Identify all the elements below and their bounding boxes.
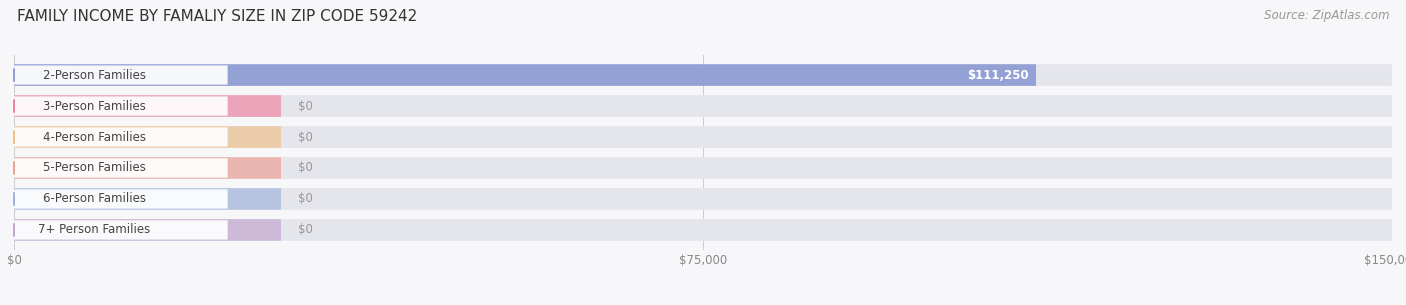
FancyBboxPatch shape	[14, 95, 1392, 117]
FancyBboxPatch shape	[14, 126, 1392, 148]
Text: $0: $0	[298, 99, 312, 113]
FancyBboxPatch shape	[14, 189, 228, 209]
FancyBboxPatch shape	[14, 66, 228, 85]
Text: 3-Person Families: 3-Person Families	[44, 99, 146, 113]
FancyBboxPatch shape	[14, 219, 281, 241]
Text: 5-Person Families: 5-Person Families	[44, 161, 146, 174]
Text: $0: $0	[298, 131, 312, 144]
FancyBboxPatch shape	[14, 96, 228, 116]
FancyBboxPatch shape	[14, 64, 1392, 86]
FancyBboxPatch shape	[14, 126, 281, 148]
FancyBboxPatch shape	[14, 157, 281, 179]
FancyBboxPatch shape	[14, 127, 228, 147]
FancyBboxPatch shape	[14, 95, 281, 117]
Text: Source: ZipAtlas.com: Source: ZipAtlas.com	[1264, 9, 1389, 22]
Text: 4-Person Families: 4-Person Families	[42, 131, 146, 144]
FancyBboxPatch shape	[14, 64, 1036, 86]
Text: $0: $0	[298, 224, 312, 236]
FancyBboxPatch shape	[14, 219, 1392, 241]
FancyBboxPatch shape	[14, 220, 228, 239]
FancyBboxPatch shape	[14, 157, 1392, 179]
FancyBboxPatch shape	[14, 158, 228, 178]
Text: 2-Person Families: 2-Person Families	[42, 69, 146, 81]
FancyBboxPatch shape	[14, 188, 1392, 210]
Text: $0: $0	[298, 161, 312, 174]
Text: 6-Person Families: 6-Person Families	[42, 192, 146, 206]
Text: FAMILY INCOME BY FAMALIY SIZE IN ZIP CODE 59242: FAMILY INCOME BY FAMALIY SIZE IN ZIP COD…	[17, 9, 418, 24]
FancyBboxPatch shape	[14, 188, 281, 210]
Text: $0: $0	[298, 192, 312, 206]
Text: $111,250: $111,250	[967, 69, 1029, 81]
Text: 7+ Person Families: 7+ Person Families	[38, 224, 150, 236]
